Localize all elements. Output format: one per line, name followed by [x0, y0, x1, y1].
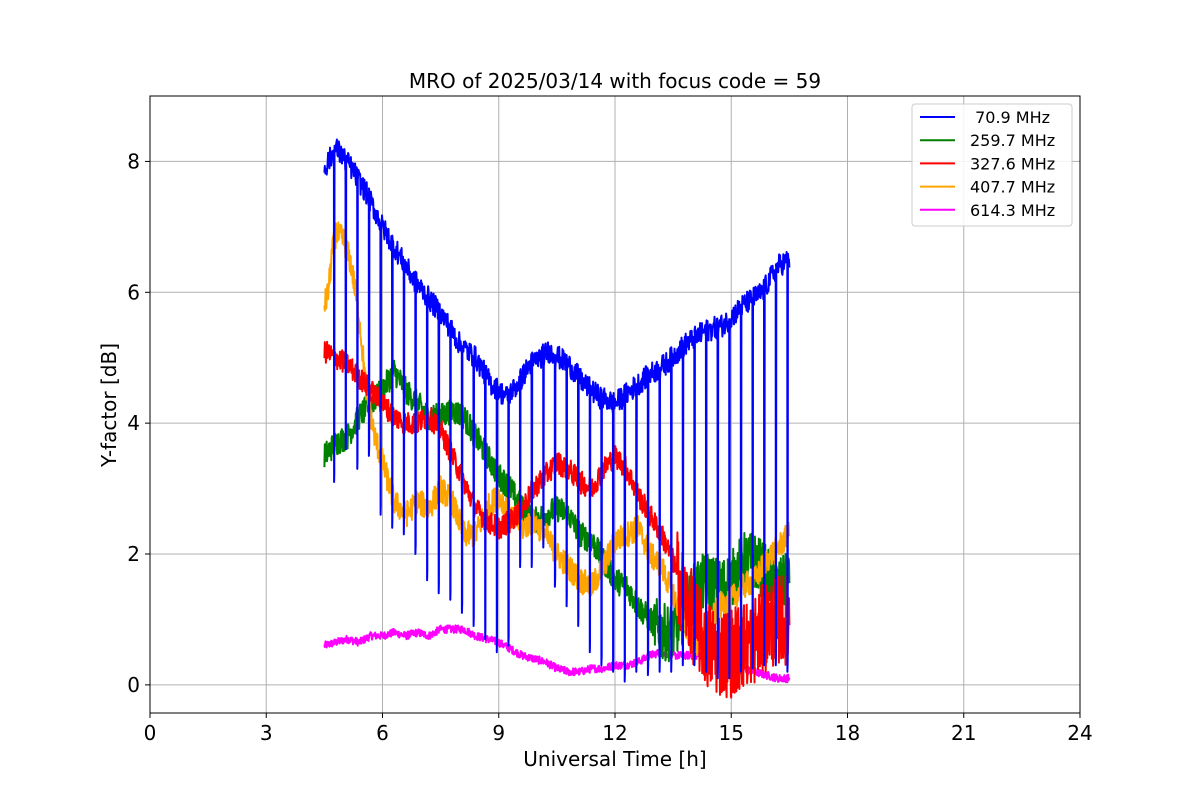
chart-title: MRO of 2025/03/14 with focus code = 59	[409, 69, 821, 93]
x-tick-label: 6	[376, 721, 389, 745]
legend-label: 259.7 MHz	[970, 131, 1055, 150]
series-line	[323, 221, 791, 656]
legend-entries: 70.9 MHz 259.7 MHz 327.6 MHz 407.7 MHz 614.3…	[920, 108, 1055, 220]
legend-label: 407.7 MHz	[970, 178, 1055, 197]
y-axis: 0 2 4 6 8	[127, 149, 150, 697]
series-layer	[323, 138, 791, 699]
y-axis-label: Y-factor [dB]	[97, 343, 121, 468]
x-tick-label: 24	[1067, 721, 1092, 745]
series-line	[323, 138, 791, 683]
legend: 70.9 MHz 259.7 MHz 327.6 MHz 407.7 MHz 614.3…	[911, 103, 1073, 227]
legend-label: 70.9 MHz	[970, 108, 1050, 127]
legend-label: 614.3 MHz	[970, 201, 1055, 220]
x-tick-label: 12	[602, 721, 627, 745]
series-line	[323, 359, 791, 663]
x-tick-label: 0	[144, 721, 157, 745]
y-tick-label: 8	[127, 149, 140, 173]
series-line	[323, 340, 791, 699]
x-axis: 0 3 6 9 12 15 18 21 24	[144, 713, 1093, 745]
x-tick-label: 15	[719, 721, 744, 745]
y-tick-label: 6	[127, 280, 140, 304]
y-tick-label: 2	[127, 542, 140, 566]
x-tick-label: 9	[492, 721, 505, 745]
legend-box	[911, 103, 1073, 227]
x-tick-label: 21	[951, 721, 976, 745]
x-tick-label: 3	[260, 721, 273, 745]
y-tick-label: 4	[127, 411, 140, 435]
x-axis-label: Universal Time [h]	[523, 747, 706, 771]
y-tick-label: 0	[127, 673, 140, 697]
x-tick-label: 18	[835, 721, 860, 745]
legend-label: 327.6 MHz	[970, 154, 1055, 173]
